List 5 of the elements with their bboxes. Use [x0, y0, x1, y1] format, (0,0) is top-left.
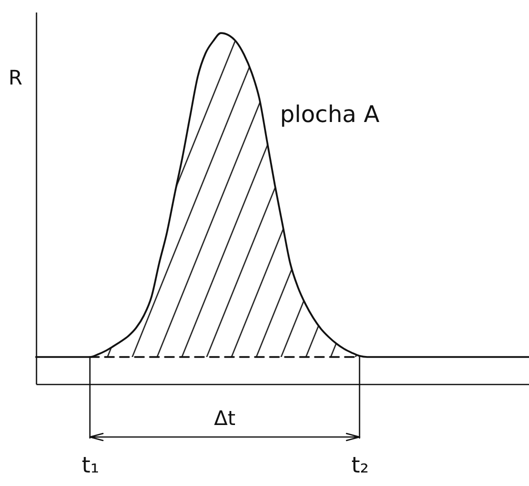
x-tick-label: t₁: [82, 454, 100, 478]
text: Δt: [214, 406, 236, 430]
x-tick-label: t₂: [351, 454, 369, 478]
y-axis-title: R: [8, 66, 23, 90]
annotation: plocha A: [280, 102, 380, 128]
